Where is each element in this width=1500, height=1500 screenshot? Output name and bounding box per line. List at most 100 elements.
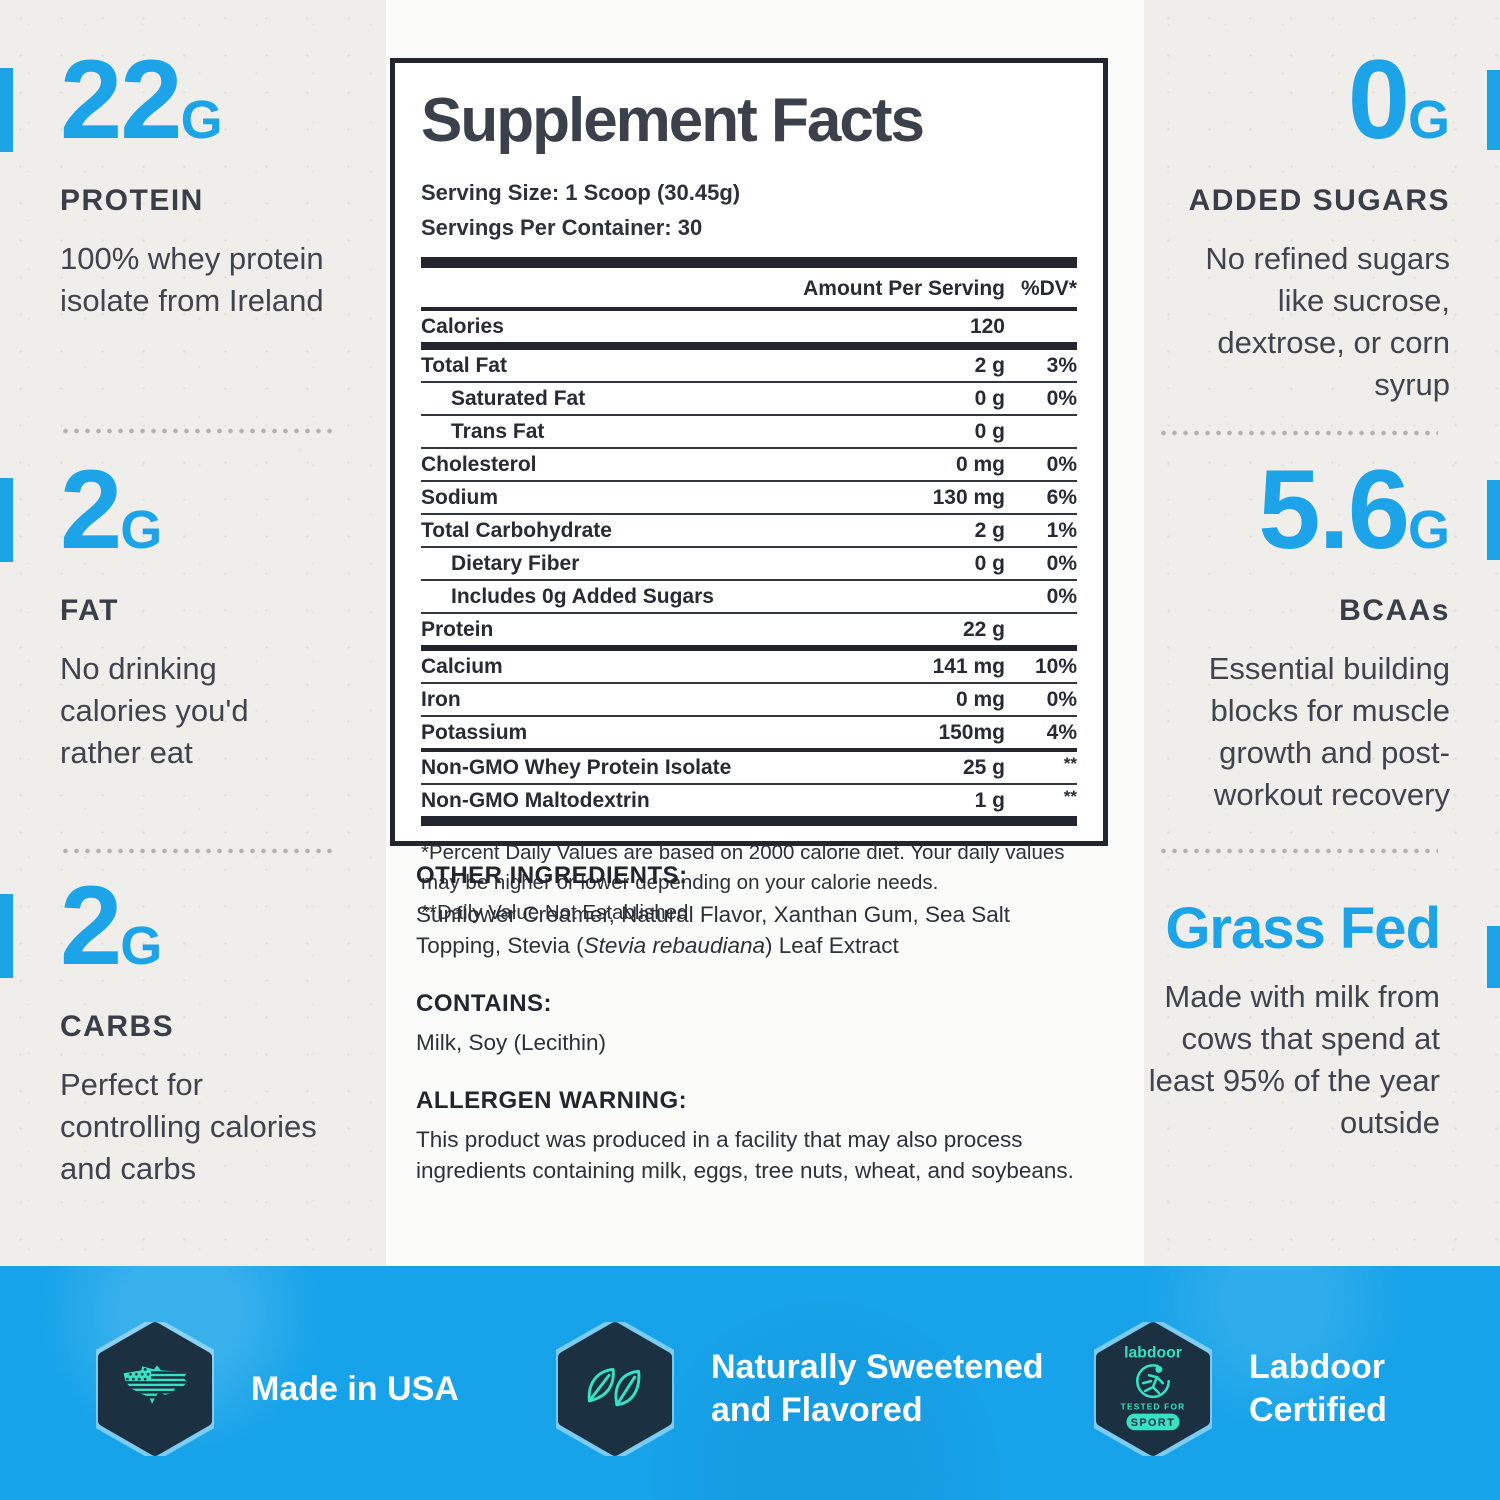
table-row: Dietary Fiber 0 g 0% [421, 548, 1077, 581]
leaves-icon [556, 1322, 674, 1456]
stat-protein: 22G PROTEIN 100% whey protein isolate fr… [60, 37, 360, 322]
table-row: Saturated Fat 0 g 0% [421, 383, 1077, 416]
nutrient-amount: 130 mg [932, 486, 1005, 509]
nutrient-dv: 10% [1034, 655, 1077, 678]
allergen-section: ALLERGEN WARNING: This product was produ… [416, 1087, 1080, 1186]
nutrient-dv: ** [1063, 787, 1077, 806]
nutrient-dv: 3% [1046, 354, 1077, 377]
stat-label: FAT [60, 594, 119, 627]
stat-value: 22G [60, 37, 223, 162]
accent-bar [1487, 70, 1500, 150]
stat-value: 5.6G [1258, 447, 1450, 572]
nutrient-amount: 0 g [974, 420, 1005, 443]
table-row: Cholesterol 0 mg 0% [421, 449, 1077, 482]
stat-label: BCAAs [1339, 594, 1450, 627]
table-row: Calories 120 [421, 311, 1077, 342]
divider-bar [421, 748, 1077, 752]
table-header: Amount Per Serving %DV* [421, 277, 1077, 307]
table-row: Trans Fat 0 g [421, 416, 1077, 449]
divider-bar [421, 342, 1077, 350]
nutrient-dv: 0% [1046, 585, 1077, 608]
badge-label: Labdoor Certified [1249, 1348, 1387, 1429]
supplement-facts-panel: Supplement Facts Serving Size: 1 Scoop (… [390, 58, 1108, 924]
usa-flag-map-icon [96, 1322, 214, 1456]
nutrient-dv: 0% [1046, 453, 1077, 476]
contains-section: CONTAINS: Milk, Soy (Lecithin) [416, 990, 1080, 1058]
badge-label: Naturally Sweetened and Flavored [711, 1348, 1044, 1429]
stat-bcaas: 5.6G BCAAs Essential building blocks for… [1150, 447, 1450, 816]
divider-bar [421, 645, 1077, 651]
nutrient-dv: 0% [1046, 387, 1077, 410]
nutrient-amount: 120 [969, 315, 1005, 338]
stat-value: 2G [60, 863, 163, 988]
nutrient-name: Iron [421, 688, 461, 711]
table-row: Iron 0 mg 0% [421, 684, 1077, 717]
ingredients-info: OTHER INGREDIENTS: Sunflower Creamer, Na… [416, 862, 1080, 1215]
dotted-divider [1158, 430, 1438, 436]
allergen-text: This product was produced in a facility … [416, 1127, 1074, 1183]
nutrient-dv: 1% [1046, 519, 1077, 542]
table-row: Total Fat 2 g 3% [421, 350, 1077, 383]
nutrient-name: Sodium [421, 486, 498, 509]
nutrient-name: Trans Fat [451, 420, 545, 443]
stat-description: Perfect for controlling calories and car… [60, 1067, 317, 1186]
nutrient-dv: 0% [1046, 688, 1077, 711]
nutrient-name: Protein [421, 618, 494, 641]
nutrient-dv: 0% [1046, 552, 1077, 575]
stat-carbs: 2G CARBS Perfect for controlling calorie… [60, 863, 360, 1190]
table-row: Total Carbohydrate 2 g 1% [421, 515, 1077, 548]
nutrient-amount: 22 g [962, 618, 1005, 641]
table-row: Protein 22 g [421, 614, 1077, 645]
other-ingredients-section: OTHER INGREDIENTS: Sunflower Creamer, Na… [416, 862, 1080, 961]
labdoor-wordmark: labdoor [1124, 1345, 1182, 1362]
nutrient-name: Includes 0g Added Sugars [451, 585, 714, 608]
nutrient-dv: ** [1063, 754, 1077, 773]
dotted-divider [60, 848, 338, 854]
table-row: Potassium 150mg 4% [421, 717, 1077, 748]
accent-bar [1487, 480, 1500, 560]
badge-labdoor-certified: labdoor TESTED FOR SPORT Labdoor Certifi… [1094, 1322, 1449, 1456]
nutrient-name: Non-GMO Maltodextrin [421, 789, 650, 812]
stat-label: CARBS [60, 1010, 175, 1043]
grass-fed-heading: Grass Fed [1165, 896, 1441, 961]
accent-bar [1487, 926, 1500, 988]
panel-title: Supplement Facts [421, 86, 925, 155]
stat-description: No refined sugars like sucrose, dextrose… [1205, 241, 1450, 402]
divider-bar [421, 816, 1077, 826]
footnotes: *Percent Daily Values are based on 2000 … [421, 838, 1077, 928]
table-row: Includes 0g Added Sugars 0% [421, 581, 1077, 614]
nutrient-amount: 0 mg [955, 688, 1005, 711]
accent-bar [0, 68, 13, 152]
badge-made-in-usa: Made in USA [96, 1322, 459, 1456]
nutrient-amount: 150mg [938, 721, 1005, 744]
other-ingredients-text: Sunflower Creamer, Natural Flavor, Xanth… [416, 902, 1011, 958]
contains-text: Milk, Soy (Lecithin) [416, 1030, 607, 1055]
footer-bar: Made in USA Naturally Sweetened and Flav… [0, 1266, 1500, 1500]
nutrient-name: Total Fat [421, 354, 507, 377]
stat-grass-fed: Grass Fed Made with milk from cows that … [1140, 896, 1441, 1144]
stat-description: Made with milk from cows that spend at l… [1148, 979, 1440, 1140]
nutrient-amount: 1 g [974, 789, 1005, 812]
badge-label: Made in USA [251, 1369, 459, 1408]
nutrient-dv: 4% [1046, 721, 1077, 744]
stat-label: PROTEIN [60, 184, 204, 217]
nutrient-name: Total Carbohydrate [421, 519, 612, 542]
stat-value: 0G [1347, 37, 1450, 162]
table-row: Sodium 130 mg 6% [421, 482, 1077, 515]
serving-size: Serving Size: 1 Scoop (30.45g) [421, 180, 741, 205]
nutrient-amount: 25 g [962, 756, 1005, 779]
tested-for-text: TESTED FOR [1121, 1402, 1186, 1412]
footnote-not-established: **Daily Value Not Established [421, 901, 689, 924]
accent-bar [0, 894, 13, 978]
column-header-amount: Amount Per Serving [803, 277, 1005, 300]
dotted-divider [60, 428, 338, 434]
nutrient-name: Calcium [421, 655, 503, 678]
stat-description: No drinking calories you'd rather eat [60, 651, 249, 770]
table-row: Non-GMO Whey Protein Isolate 25 g ** [421, 752, 1077, 785]
badge-naturally-sweetened: Naturally Sweetened and Flavored [556, 1322, 1061, 1456]
nutrient-dv: 6% [1046, 486, 1077, 509]
stat-value: 2G [60, 447, 163, 572]
labdoor-badge-icon: labdoor TESTED FOR SPORT [1094, 1322, 1212, 1456]
stat-description: 100% whey protein isolate from Ireland [60, 241, 324, 318]
